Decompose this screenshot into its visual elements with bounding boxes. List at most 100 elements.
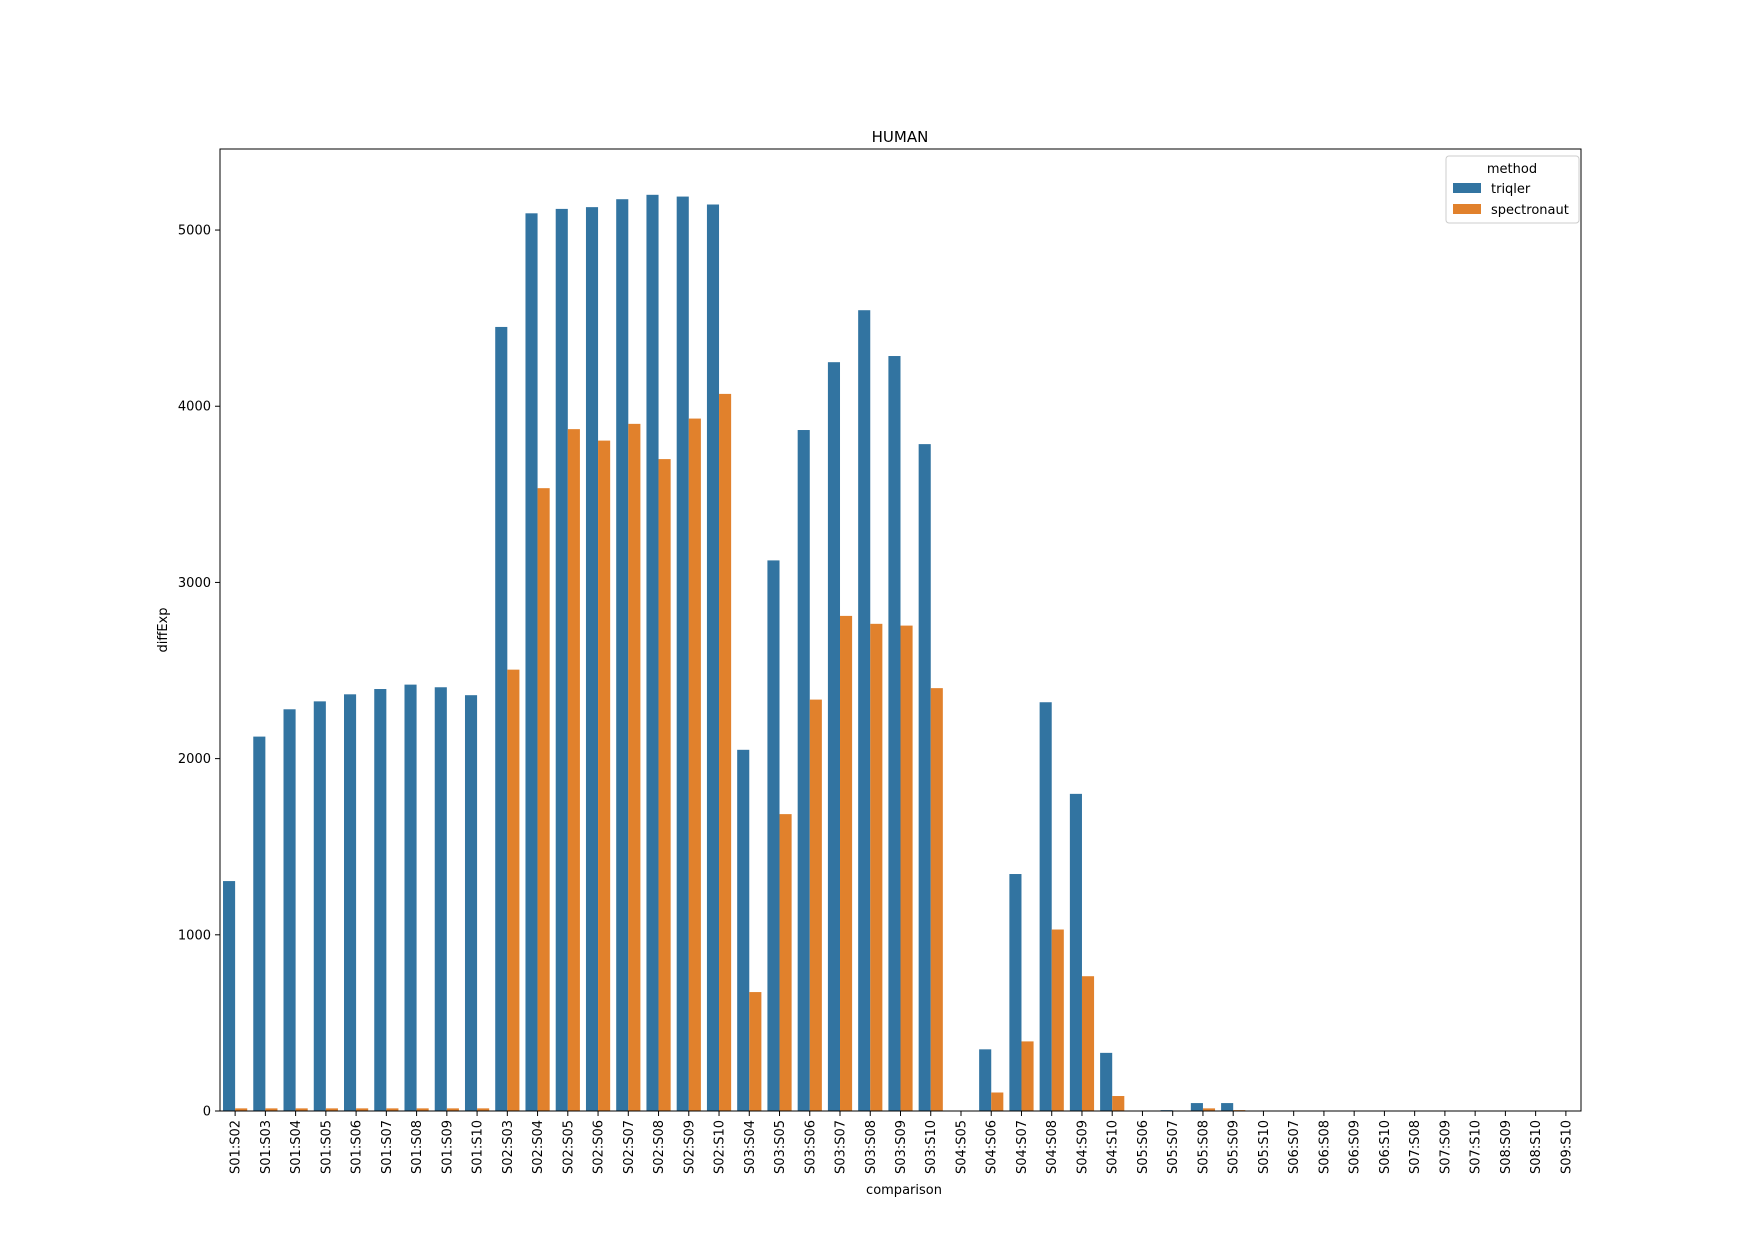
y-tick-label: 4000 — [178, 400, 211, 415]
bar-spectronaut-s03-s08 — [870, 623, 883, 1111]
x-tick-label: S07:S08 — [1408, 1120, 1423, 1174]
bar-triqler-s02-s05 — [555, 208, 568, 1111]
bar-triqler-s04-s10 — [1100, 1052, 1113, 1111]
legend-title: method — [1487, 162, 1537, 177]
bar-triqler-s01-s06 — [344, 694, 357, 1111]
bar-spectronaut-s04-s10 — [1112, 1096, 1125, 1111]
plot-area — [223, 194, 1246, 1112]
y-tick-label: 0 — [203, 1105, 211, 1120]
y-tick-label: 1000 — [178, 928, 211, 943]
legend: method triqler spectronaut — [1445, 155, 1580, 224]
x-tick-label: S03:S07 — [834, 1120, 849, 1174]
x-tick-label: S02:S06 — [592, 1120, 607, 1174]
x-tick-label: S02:S09 — [682, 1120, 697, 1174]
x-tick-label: S01:S08 — [410, 1120, 425, 1174]
x-tick-label: S01:S09 — [440, 1120, 455, 1174]
x-tick-label: S03:S04 — [743, 1120, 758, 1174]
bar-triqler-s01-s10 — [464, 695, 478, 1111]
bar-triqler-s01-s07 — [374, 689, 387, 1111]
legend-label-spectronaut: spectronaut — [1491, 203, 1569, 218]
bar-spectronaut-s04-s08 — [1051, 929, 1064, 1111]
bar-spectronaut-s03-s07 — [840, 615, 853, 1111]
x-tick-label: S01:S03 — [259, 1120, 274, 1174]
bar-triqler-s02-s09 — [676, 196, 689, 1111]
x-tick-label: S03:S05 — [773, 1120, 788, 1174]
bar-triqler-s01-s05 — [313, 701, 326, 1111]
x-axis-label: comparison — [866, 1183, 942, 1198]
x-tick-label: S03:S10 — [924, 1120, 939, 1174]
x-tick-label: S04:S07 — [1015, 1120, 1030, 1174]
x-tick-label: S03:S06 — [803, 1120, 818, 1174]
bar-triqler-s03-s04 — [737, 749, 750, 1111]
bar-spectronaut-s02-s06 — [598, 440, 611, 1112]
legend-label-triqler: triqler — [1491, 182, 1531, 197]
x-tick-label: S01:S05 — [319, 1120, 334, 1174]
bar-triqler-s02-s10 — [706, 204, 720, 1111]
x-tick-label: S06:S08 — [1317, 1120, 1332, 1174]
bar-triqler-s05-s08 — [1190, 1103, 1203, 1111]
chart-title: HUMAN — [872, 128, 929, 146]
x-tick-label: S01:S04 — [289, 1120, 304, 1174]
x-tick-label: S07:S10 — [1469, 1120, 1484, 1174]
y-axis: 0 1000 2000 3000 4000 5000 — [178, 224, 220, 1120]
x-tick-label: S03:S09 — [894, 1120, 909, 1174]
x-tick-label: S01:S02 — [229, 1120, 244, 1174]
bar-spectronaut-s03-s10 — [930, 688, 943, 1111]
bar-triqler-s01-s08 — [404, 684, 417, 1111]
x-tick-label: S01:S10 — [471, 1120, 486, 1174]
bar-spectronaut-s01-s09 — [446, 1108, 459, 1111]
x-tick-label: S01:S07 — [380, 1120, 395, 1174]
x-tick-label: S02:S08 — [652, 1120, 667, 1174]
x-tick-label: S05:S08 — [1196, 1120, 1211, 1174]
x-tick-label: S04:S10 — [1106, 1120, 1121, 1174]
bar-spectronaut-s01-s07 — [386, 1108, 399, 1111]
bar-spectronaut-s01-s06 — [356, 1108, 369, 1111]
x-tick-label: S02:S05 — [561, 1120, 576, 1174]
legend-swatch-spectronaut — [1453, 204, 1481, 214]
bar-triqler-s01-s09 — [434, 687, 447, 1111]
x-tick-label: S07:S09 — [1438, 1120, 1453, 1174]
x-tick-label: S09:S10 — [1559, 1120, 1574, 1174]
x-tick-label: S06:S10 — [1378, 1120, 1393, 1174]
y-tick-label: 2000 — [178, 752, 211, 767]
bar-spectronaut-s02-s04 — [537, 488, 550, 1111]
bar-triqler-s02-s04 — [525, 213, 538, 1111]
bar-spectronaut-s03-s05 — [779, 814, 792, 1111]
x-tick-label: S04:S06 — [985, 1120, 1000, 1174]
bar-triqler-s03-s08 — [858, 310, 871, 1112]
x-tick-label: S05:S10 — [1257, 1120, 1272, 1174]
bar-spectronaut-s01-s10 — [477, 1108, 490, 1111]
bar-spectronaut-s02-s07 — [628, 423, 641, 1111]
x-tick-label: S02:S04 — [531, 1120, 546, 1174]
bar-triqler-s02-s07 — [616, 199, 629, 1111]
x-tick-label: S06:S09 — [1348, 1120, 1363, 1174]
x-axis: S01:S02 S01:S03 S01:S04 S01:S05 S01:S06 S01:S… — [229, 1111, 1574, 1174]
bar-triqler-s04-s09 — [1069, 793, 1082, 1111]
bar-spectronaut-s03-s06 — [809, 699, 822, 1111]
bar-spectronaut-s01-s03 — [265, 1108, 278, 1111]
bar-triqler-s02-s03 — [495, 326, 508, 1111]
x-tick-label: S02:S07 — [622, 1120, 637, 1174]
bar-triqler-s02-s06 — [585, 207, 599, 1111]
bar-spectronaut-s04-s07 — [1021, 1041, 1034, 1111]
y-axis-label: diffExp — [156, 608, 171, 653]
x-tick-label: S02:S03 — [501, 1120, 516, 1174]
bar-triqler-s03-s09 — [888, 356, 901, 1111]
bar-spectronaut-s01-s08 — [416, 1108, 429, 1111]
bar-spectronaut-s02-s05 — [567, 429, 580, 1111]
x-tick-label: S04:S05 — [954, 1120, 969, 1174]
x-tick-label: S01:S06 — [350, 1120, 365, 1174]
bar-triqler-s05-s09 — [1221, 1103, 1234, 1111]
bar-triqler-s01-s03 — [253, 736, 266, 1111]
bar-spectronaut-s01-s02 — [235, 1108, 248, 1111]
bar-spectronaut-s03-s09 — [900, 625, 913, 1111]
bar-triqler-s02-s08 — [646, 194, 659, 1111]
bar-triqler-s03-s07 — [827, 362, 841, 1111]
x-tick-label: S08:S09 — [1499, 1120, 1514, 1174]
bar-triqler-s03-s10 — [918, 444, 931, 1111]
bar-spectronaut-s05-s08 — [1202, 1108, 1216, 1111]
x-tick-label: S03:S08 — [864, 1120, 879, 1174]
x-tick-label: S05:S06 — [1136, 1120, 1151, 1174]
bar-spectronaut-s02-s03 — [507, 669, 520, 1111]
